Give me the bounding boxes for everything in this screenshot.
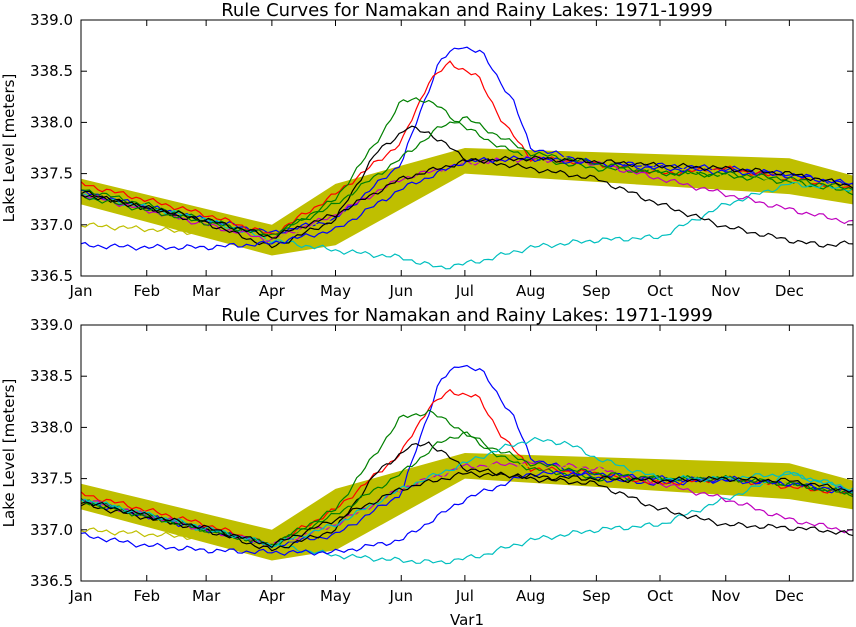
y-tick-label: 336.5 [30,572,73,590]
x-tick-label: Aug [516,587,545,605]
x-tick-label: Mar [192,282,221,300]
y-tick-label: 336.5 [30,267,73,285]
x-tick-label: Aug [516,282,545,300]
series-line-11 [81,471,853,549]
series-line-8 [81,155,853,251]
y-tick-label: 339.0 [30,316,73,334]
x-tick-label: Jan [68,282,92,300]
series-line-8 [81,470,853,556]
x-tick-label: Sep [582,282,610,300]
y-axis-label: Lake Level [meters] [0,379,18,528]
x-tick-label: Jun [389,282,413,300]
y-tick-label: 338.0 [30,418,73,436]
x-tick-label: Jan [68,587,92,605]
y-tick-label: 338.5 [30,62,73,80]
series-line-2 [81,60,853,235]
plot-area [81,364,853,565]
series-line-6 [81,155,853,243]
series-line-10 [81,155,853,239]
x-tick-label: Sep [582,587,610,605]
series-line-4 [81,181,853,270]
chart-panel-1: 336.5 337.0 337.5 338.0 338.5 339.0 Jan Feb Mar A… [0,0,854,300]
x-tick-label: Feb [133,587,160,605]
y-tick-label: 337.5 [30,470,73,488]
x-tick-label: Apr [259,282,286,300]
x-tick-label: Nov [711,587,740,605]
y-tick-label: 339.0 [30,11,73,29]
x-tick-label: Mar [192,587,221,605]
y-axis-label: Lake Level [meters] [0,74,18,223]
chart-panel-2: 336.5 337.0 337.5 338.0 338.5 339.0 Jan Feb Mar A… [0,305,854,627]
series-line-1 [81,46,853,234]
x-tick-label: May [320,587,351,605]
series-line-9 [81,431,853,546]
y-tick-label: 338.5 [30,367,73,385]
x-tick-label: Feb [133,282,160,300]
x-tick-label: Nov [711,282,740,300]
x-tick-label: May [320,282,351,300]
y-tick-label: 337.0 [30,216,73,234]
x-tick-label: Apr [259,587,286,605]
y-tick-label: 338.0 [30,113,73,131]
x-tick-label: Jul [455,282,474,300]
chart-title: Rule Curves for Namakan and Rainy Lakes:… [221,0,713,21]
x-tick-label: Oct [647,587,673,605]
rule-curve-band [81,148,853,256]
x-tick-label: Dec [775,587,804,605]
axes-frame [80,324,854,582]
x-tick-label: Jul [455,587,474,605]
x-tick-label: Oct [647,282,673,300]
x-tick-label: Jun [389,587,413,605]
chart-title: Rule Curves for Namakan and Rainy Lakes:… [221,305,713,326]
plot-area [81,46,853,270]
y-tick-label: 337.5 [30,165,73,183]
series-line-9 [81,116,853,236]
x-tick-label: Dec [775,282,804,300]
axes-frame [80,19,854,277]
x-axis-label: Var1 [450,611,484,627]
y-tick-label: 337.0 [30,521,73,539]
